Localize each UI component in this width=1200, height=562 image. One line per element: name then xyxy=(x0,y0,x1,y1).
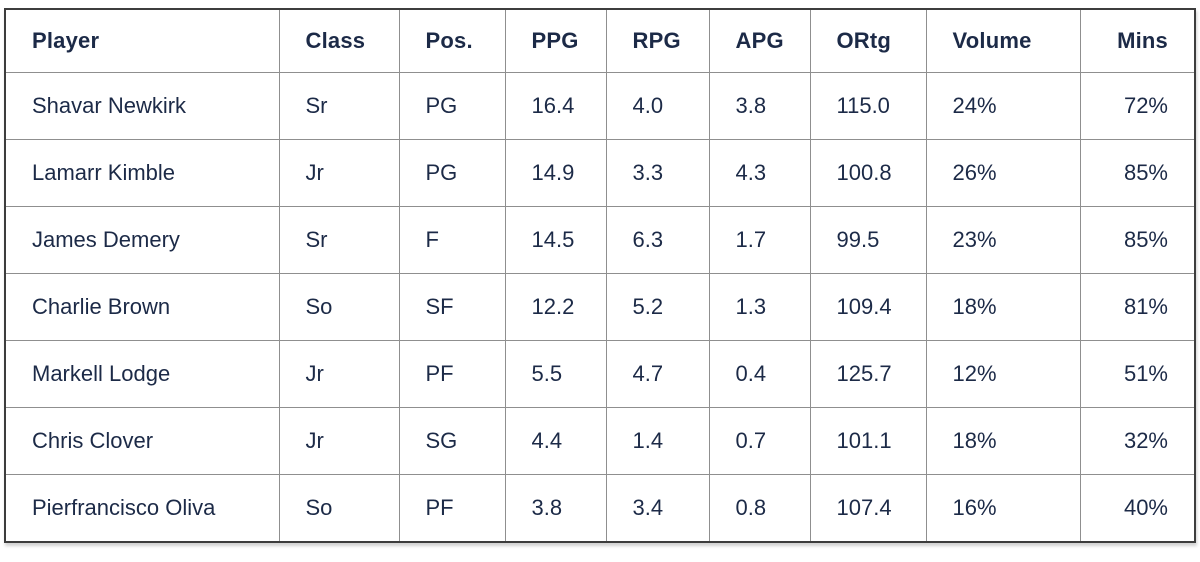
table-cell: 4.4 xyxy=(504,407,607,475)
table-cell: 1.3 xyxy=(708,273,811,341)
table-cell: 1.4 xyxy=(605,407,710,475)
table-cell: 85% xyxy=(1079,139,1196,207)
table-cell: 18% xyxy=(925,273,1081,341)
table-cell: 14.9 xyxy=(504,139,607,207)
table-cell: 85% xyxy=(1079,206,1196,274)
table-cell: Sr xyxy=(278,72,400,140)
table-cell: 5.5 xyxy=(504,340,607,408)
table-cell: SG xyxy=(398,407,506,475)
table-cell: So xyxy=(278,474,400,543)
table-row: Shavar Newkirk Sr PG 16.4 4.0 3.8 115.0 24% 72% xyxy=(4,72,1196,140)
table-cell: 23% xyxy=(925,206,1081,274)
table-cell: 40% xyxy=(1079,474,1196,543)
header-row: Player Class Pos. PPG RPG APG ORtg Volume Mins xyxy=(4,8,1196,73)
table-cell: PF xyxy=(398,340,506,408)
player-name-cell: Chris Clover xyxy=(4,407,280,475)
table-cell: 16% xyxy=(925,474,1081,543)
table-cell: 101.1 xyxy=(809,407,927,475)
table-cell: 24% xyxy=(925,72,1081,140)
table-cell: 5.2 xyxy=(605,273,710,341)
table-cell: 115.0 xyxy=(809,72,927,140)
column-header-ppg: PPG xyxy=(504,8,607,73)
table-cell: Jr xyxy=(278,407,400,475)
table-row: Chris Clover Jr SG 4.4 1.4 0.7 101.1 18% 32% xyxy=(4,407,1196,475)
table-cell: SF xyxy=(398,273,506,341)
column-header-ortg: ORtg xyxy=(809,8,927,73)
table-cell: PF xyxy=(398,474,506,543)
table-cell: 32% xyxy=(1079,407,1196,475)
table-row: Pierfrancisco Oliva So PF 3.8 3.4 0.8 107.4 16%… xyxy=(4,474,1196,543)
table-cell: 18% xyxy=(925,407,1081,475)
table-row: Charlie Brown So SF 12.2 5.2 1.3 109.4 18% 81% xyxy=(4,273,1196,341)
table-cell: 26% xyxy=(925,139,1081,207)
table-cell: 12.2 xyxy=(504,273,607,341)
table-cell: 1.7 xyxy=(708,206,811,274)
table-cell: Jr xyxy=(278,139,400,207)
player-name-cell: Charlie Brown xyxy=(4,273,280,341)
table-cell: 16.4 xyxy=(504,72,607,140)
column-header-mins: Mins xyxy=(1079,8,1196,73)
table-cell: 100.8 xyxy=(809,139,927,207)
table-cell: 12% xyxy=(925,340,1081,408)
table-cell: 4.7 xyxy=(605,340,710,408)
table-cell: PG xyxy=(398,72,506,140)
table-cell: Jr xyxy=(278,340,400,408)
column-header-class: Class xyxy=(278,8,400,73)
table-row: Lamarr Kimble Jr PG 14.9 3.3 4.3 100.8 26% 85% xyxy=(4,139,1196,207)
column-header-player: Player xyxy=(4,8,280,73)
table-cell: 0.4 xyxy=(708,340,811,408)
table-cell: 72% xyxy=(1079,72,1196,140)
table-cell: 0.7 xyxy=(708,407,811,475)
table-cell: 51% xyxy=(1079,340,1196,408)
table-cell: 3.8 xyxy=(504,474,607,543)
player-name-cell: James Demery xyxy=(4,206,280,274)
table-cell: 14.5 xyxy=(504,206,607,274)
table-cell: So xyxy=(278,273,400,341)
table-cell: Sr xyxy=(278,206,400,274)
table-cell: 0.8 xyxy=(708,474,811,543)
player-name-cell: Pierfrancisco Oliva xyxy=(4,474,280,543)
table-cell: 3.3 xyxy=(605,139,710,207)
column-header-pos: Pos. xyxy=(398,8,506,73)
player-name-cell: Lamarr Kimble xyxy=(4,139,280,207)
table-cell: 81% xyxy=(1079,273,1196,341)
table-row: Markell Lodge Jr PF 5.5 4.7 0.4 125.7 12% 51% xyxy=(4,340,1196,408)
player-stats-table: Player Class Pos. PPG RPG APG ORtg Volume Mins S… xyxy=(4,8,1196,543)
player-name-cell: Shavar Newkirk xyxy=(4,72,280,140)
column-header-volume: Volume xyxy=(925,8,1081,73)
table-cell: 6.3 xyxy=(605,206,710,274)
table-cell: 4.3 xyxy=(708,139,811,207)
table-cell: 99.5 xyxy=(809,206,927,274)
table-cell: 125.7 xyxy=(809,340,927,408)
column-header-rpg: RPG xyxy=(605,8,710,73)
table-row: James Demery Sr F 14.5 6.3 1.7 99.5 23% 85% xyxy=(4,206,1196,274)
table-cell: 4.0 xyxy=(605,72,710,140)
table-cell: PG xyxy=(398,139,506,207)
table-cell: F xyxy=(398,206,506,274)
column-header-apg: APG xyxy=(708,8,811,73)
table-cell: 3.4 xyxy=(605,474,710,543)
table-cell: 3.8 xyxy=(708,72,811,140)
player-name-cell: Markell Lodge xyxy=(4,340,280,408)
table-cell: 107.4 xyxy=(809,474,927,543)
table-cell: 109.4 xyxy=(809,273,927,341)
